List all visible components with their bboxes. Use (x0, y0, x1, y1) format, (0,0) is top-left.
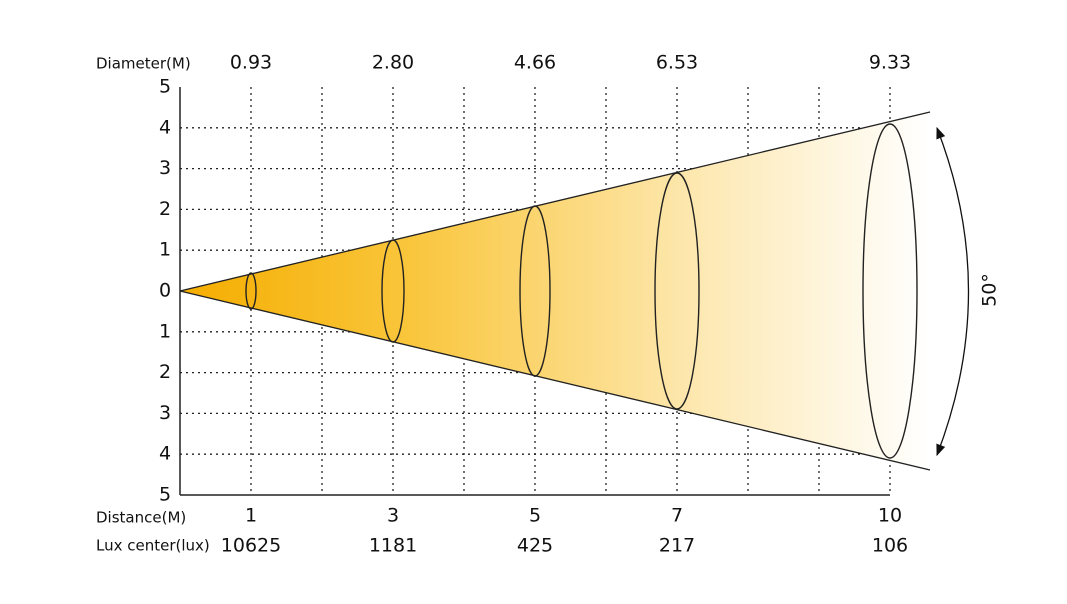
y-tick-label: 4 (159, 116, 171, 138)
diameter-value: 0.93 (230, 52, 272, 74)
y-tick-label: 1 (159, 320, 171, 342)
lux-label: Lux center(lux) (96, 537, 210, 555)
lux-value: 425 (517, 535, 553, 557)
y-tick-label: 3 (159, 157, 171, 179)
beam-angle: 50° (979, 273, 1001, 307)
distance-value: 3 (387, 505, 399, 527)
diameter-value: 4.66 (514, 52, 556, 74)
y-tick-label: 3 (159, 402, 171, 424)
beam-sections (245, 123, 918, 459)
beam-cone (180, 112, 930, 470)
diameter-value: 9.33 (869, 52, 911, 74)
beam-edge (179, 111, 931, 292)
beam-section (245, 272, 257, 310)
beam-section (519, 205, 551, 377)
y-tick-label: 5 (159, 76, 171, 98)
angle-arc (936, 126, 970, 457)
y-tick-label: 2 (159, 361, 171, 383)
y-tick-label: 2 (159, 198, 171, 220)
lux-value: 10625 (221, 535, 281, 557)
beam-section (381, 239, 405, 343)
beam-edge (179, 290, 931, 471)
beam-section (654, 172, 700, 410)
distance-value: 5 (529, 505, 541, 527)
distance-value: 7 (671, 505, 683, 527)
diameter-label: Diameter(M) (96, 55, 191, 73)
lux-value: 217 (659, 535, 695, 557)
y-tick-label: 0 (159, 280, 171, 302)
diameter-value: 2.80 (372, 52, 414, 74)
lux-value: 106 (872, 535, 908, 557)
y-tick-label: 1 (159, 239, 171, 261)
y-tick-label: 5 (159, 484, 171, 506)
lux-value: 1181 (369, 535, 417, 557)
y-tick-label: 4 (159, 443, 171, 465)
distance-value: 10 (878, 505, 902, 527)
diameter-value: 6.53 (656, 52, 698, 74)
distance-value: 1 (245, 505, 257, 527)
beam-section (862, 123, 918, 459)
distance-label: Distance(M) (96, 509, 186, 527)
